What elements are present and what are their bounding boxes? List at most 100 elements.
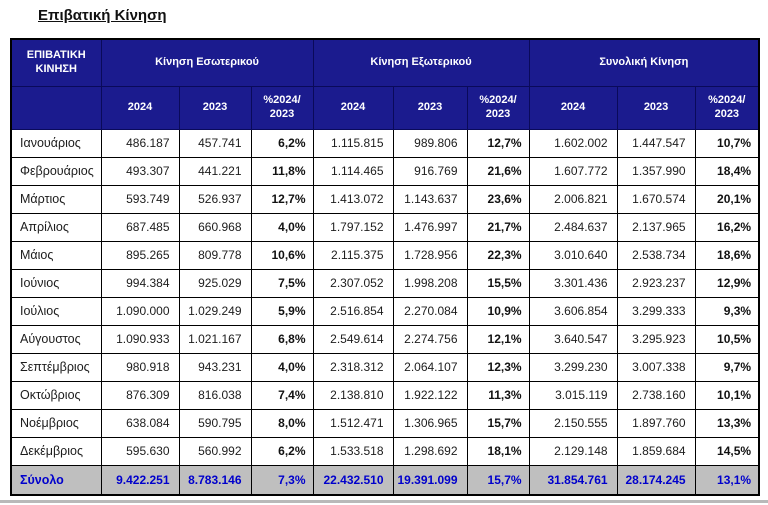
- bottom-divider: [0, 500, 768, 503]
- value-cell: 1.728.956: [392, 240, 468, 270]
- value-cell: 2.538.734: [616, 240, 696, 270]
- value-cell: 1.298.692: [392, 436, 468, 466]
- total-cell: 8.783.146: [178, 464, 252, 496]
- pct-cell: 9,7%: [694, 352, 760, 382]
- table-year-header-row: 2024 2023 %2024/ 2023 2024 2023 %2024/ 2…: [10, 85, 760, 130]
- corner-empty-cell: [10, 85, 102, 130]
- value-cell: 2.270.084: [392, 296, 468, 326]
- value-cell: 895.265: [100, 240, 180, 270]
- value-cell: 595.630: [100, 436, 180, 466]
- value-cell: 3.301.436: [528, 268, 618, 298]
- pct-cell: 14,5%: [694, 436, 760, 466]
- month-cell: Οκτώβριος: [10, 380, 102, 410]
- value-cell: 980.918: [100, 352, 180, 382]
- table-row: Απρίλιος 687.485 660.968 4,0% 1.797.152 …: [10, 212, 760, 242]
- pct-cell: 6,8%: [250, 324, 314, 354]
- pct-cell: 12,3%: [466, 352, 530, 382]
- total-label: Σύνολο: [10, 464, 102, 496]
- pct-cell: 10,5%: [694, 324, 760, 354]
- value-cell: 2.484.637: [528, 212, 618, 242]
- pct-cell: 13,3%: [694, 408, 760, 438]
- table-row: Μάιος 895.265 809.778 10,6% 2.115.375 1.…: [10, 240, 760, 270]
- year-header: 2024: [312, 85, 394, 130]
- table-row: Μάρτιος 593.749 526.937 12,7% 1.413.072 …: [10, 184, 760, 214]
- pct-cell: 23,6%: [466, 184, 530, 214]
- value-cell: 1.115.815: [312, 128, 394, 158]
- value-cell: 2.137.965: [616, 212, 696, 242]
- pct-cell: 4,0%: [250, 212, 314, 242]
- value-cell: 3.640.547: [528, 324, 618, 354]
- value-cell: 1.090.000: [100, 296, 180, 326]
- pct-header: %2024/ 2023: [250, 85, 314, 130]
- value-cell: 3.015.119: [528, 380, 618, 410]
- value-cell: 638.084: [100, 408, 180, 438]
- value-cell: 925.029: [178, 268, 252, 298]
- pct-cell: 10,9%: [466, 296, 530, 326]
- value-cell: 1.897.760: [616, 408, 696, 438]
- table-row: Ιούλιος 1.090.000 1.029.249 5,9% 2.516.8…: [10, 296, 760, 326]
- value-cell: 1.602.002: [528, 128, 618, 158]
- pct-cell: 10,1%: [694, 380, 760, 410]
- value-cell: 2.138.810: [312, 380, 394, 410]
- value-cell: 989.806: [392, 128, 468, 158]
- value-cell: 1.797.152: [312, 212, 394, 242]
- pct-cell: 12,9%: [694, 268, 760, 298]
- pct-cell: 21,6%: [466, 156, 530, 186]
- pct-cell: 6,2%: [250, 128, 314, 158]
- month-cell: Απρίλιος: [10, 212, 102, 242]
- value-cell: 560.992: [178, 436, 252, 466]
- month-cell: Ιούνιος: [10, 268, 102, 298]
- value-cell: 2.738.160: [616, 380, 696, 410]
- value-cell: 2.115.375: [312, 240, 394, 270]
- pct-cell: 6,2%: [250, 436, 314, 466]
- year-header: 2024: [528, 85, 618, 130]
- value-cell: 876.309: [100, 380, 180, 410]
- table-row: Ιανουάριος 486.187 457.741 6,2% 1.115.81…: [10, 128, 760, 158]
- pct-cell: 18,6%: [694, 240, 760, 270]
- value-cell: 1.607.772: [528, 156, 618, 186]
- value-cell: 1.859.684: [616, 436, 696, 466]
- value-cell: 2.274.756: [392, 324, 468, 354]
- value-cell: 1.998.208: [392, 268, 468, 298]
- total-cell: 22.432.510: [312, 464, 394, 496]
- value-cell: 2.064.107: [392, 352, 468, 382]
- month-cell: Δεκέμβριος: [10, 436, 102, 466]
- value-cell: 1.447.547: [616, 128, 696, 158]
- month-cell: Ιανουάριος: [10, 128, 102, 158]
- value-cell: 3.299.333: [616, 296, 696, 326]
- total-cell: 15,7%: [466, 464, 530, 496]
- value-cell: 2.129.148: [528, 436, 618, 466]
- month-cell: Μάιος: [10, 240, 102, 270]
- value-cell: 809.778: [178, 240, 252, 270]
- value-cell: 1.306.965: [392, 408, 468, 438]
- pct-header: %2024/ 2023: [466, 85, 530, 130]
- corner-header-cell: ΕΠΙΒΑΤΙΚΗ ΚΙΝΗΣΗ: [10, 38, 102, 87]
- pct-cell: 15,5%: [466, 268, 530, 298]
- value-cell: 2.516.854: [312, 296, 394, 326]
- table-row: Νοέμβριος 638.084 590.795 8,0% 1.512.471…: [10, 408, 760, 438]
- value-cell: 486.187: [100, 128, 180, 158]
- table-row: Αύγουστος 1.090.933 1.021.167 6,8% 2.549…: [10, 324, 760, 354]
- year-header: 2023: [392, 85, 468, 130]
- total-cell: 13,1%: [694, 464, 760, 496]
- value-cell: 493.307: [100, 156, 180, 186]
- pct-cell: 21,7%: [466, 212, 530, 242]
- value-cell: 441.221: [178, 156, 252, 186]
- value-cell: 590.795: [178, 408, 252, 438]
- group-header-total: Συνολική Κίνηση: [528, 38, 760, 87]
- group-header-international: Κίνηση Εξωτερικού: [312, 38, 530, 87]
- table-row: Σεπτέμβριος 980.918 943.231 4,0% 2.318.3…: [10, 352, 760, 382]
- value-cell: 3.606.854: [528, 296, 618, 326]
- pct-cell: 7,5%: [250, 268, 314, 298]
- pct-cell: 18,1%: [466, 436, 530, 466]
- pct-cell: 9,3%: [694, 296, 760, 326]
- pct-cell: 12,7%: [250, 184, 314, 214]
- value-cell: 3.299.230: [528, 352, 618, 382]
- pct-cell: 16,2%: [694, 212, 760, 242]
- pct-cell: 12,1%: [466, 324, 530, 354]
- pct-cell: 11,8%: [250, 156, 314, 186]
- year-header: 2023: [178, 85, 252, 130]
- pct-cell: 15,7%: [466, 408, 530, 438]
- value-cell: 1.670.574: [616, 184, 696, 214]
- value-cell: 2.150.555: [528, 408, 618, 438]
